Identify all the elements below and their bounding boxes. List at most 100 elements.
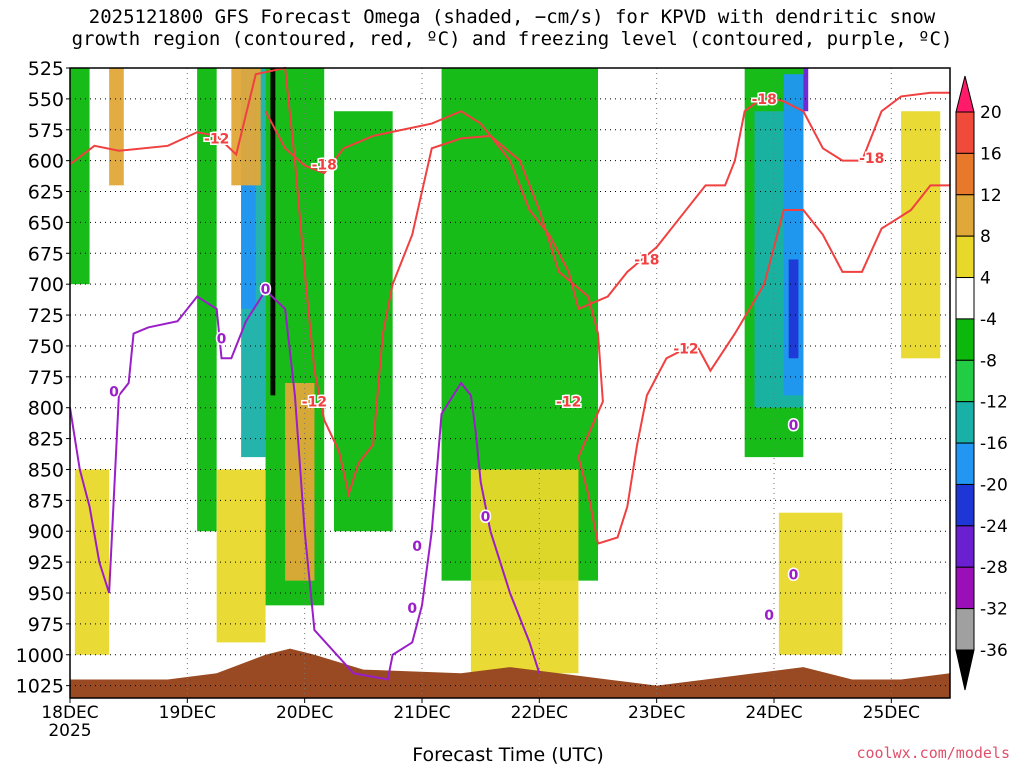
x-tick-2: 20DEC — [276, 703, 333, 723]
omega-region-20 — [231, 68, 261, 186]
colorbar-label-0: 20 — [980, 103, 1002, 123]
colorbar-label-5: -4 — [980, 310, 997, 330]
title-line-2: growth region (contoured, red, ºC) and f… — [71, 28, 953, 50]
colorbar-box-7 — [955, 401, 975, 444]
x-tick-4: 22DEC — [511, 703, 568, 723]
red-temperature-contours: -12 -12 -12 -12 -18 -18 -18 -18 — [69, 66, 950, 545]
y-tick-850: 850 — [28, 459, 64, 481]
red-contour-label-1-3: -18 — [859, 151, 884, 167]
colorbar-label-8: -16 — [980, 434, 1008, 454]
grid-lines — [69, 67, 950, 698]
freezing-level-contours: 0 0 0 0 0 0 0 0 0 — [69, 281, 800, 681]
y-tick-1000: 1000 — [16, 645, 64, 667]
colorbar-label-9: -20 — [980, 475, 1008, 495]
purple-contour-label-0-2: 0 — [217, 332, 227, 348]
omega-region-17 — [901, 111, 941, 359]
colorbar-label-11: -28 — [980, 558, 1008, 578]
colorbar-box-0 — [955, 111, 975, 154]
y-tick-650: 650 — [28, 212, 64, 234]
red-contour-label-1-2: -18 — [752, 92, 777, 108]
colorbar-label-13: -36 — [980, 641, 1008, 661]
omega-shading-layer — [70, 68, 941, 674]
omega-region-15 — [470, 469, 579, 674]
x-tick-year: 2025 — [48, 721, 91, 741]
y-tick-900: 900 — [28, 521, 64, 543]
colorbar-box-4 — [955, 277, 975, 320]
y-tick-625: 625 — [28, 182, 64, 204]
y-tick-825: 825 — [28, 429, 64, 451]
title-line-1: 2025121800 GFS Forecast Omega (shaded, −… — [88, 6, 936, 28]
red-contour-label-0-1: -12 — [302, 395, 327, 411]
red-contour-label-1-0: -18 — [312, 157, 337, 173]
y-tick-550: 550 — [28, 89, 64, 111]
purple-contour-label-0-8: 0 — [789, 567, 799, 583]
plot-frame — [69, 67, 951, 699]
y-axis: 525 550 575 600 625 650 675 700 725 750 775 800 825 8… — [16, 58, 70, 698]
y-tick-525: 525 — [28, 58, 64, 80]
omega-region-10 — [788, 259, 799, 359]
y-tick-700: 700 — [28, 274, 64, 296]
colorbar-label-6: -8 — [980, 351, 997, 371]
omega-region-14 — [216, 469, 266, 643]
colorbar-bottom-arrow — [955, 649, 975, 691]
x-axis: 18DEC 19DEC 20DEC 21DEC 22DEC 23DEC 24DEC 25DEC… — [41, 698, 920, 741]
purple-contour-line-0 — [69, 288, 541, 681]
purple-contour-label-0-7: 0 — [789, 418, 799, 434]
colorbar-label-10: -24 — [980, 517, 1008, 537]
omega-region-1 — [197, 68, 217, 532]
y-tick-725: 725 — [28, 305, 64, 327]
purple-contour-label-0-3: 0 — [412, 539, 422, 555]
omega-region-3 — [334, 111, 393, 532]
red-contour-line-0 — [69, 66, 950, 545]
red-contour-label-1-1: -18 — [634, 252, 659, 268]
purple-contour-label-0-5: 0 — [481, 509, 491, 525]
colorbar-label-7: -12 — [980, 393, 1008, 413]
colorbar-top-arrow — [955, 75, 975, 113]
y-tick-600: 600 — [28, 151, 64, 173]
purple-contour-label-0-1: 0 — [261, 282, 271, 298]
colorbar-box-10 — [955, 525, 975, 568]
colorbar-label-1: 16 — [980, 144, 1002, 164]
omega-region-11 — [803, 68, 809, 112]
colorbar-box-8 — [955, 442, 975, 485]
x-tick-7: 25DEC — [863, 703, 920, 723]
y-tick-750: 750 — [28, 336, 64, 358]
x-tick-6: 24DEC — [745, 703, 802, 723]
purple-contour-label-0-4: 0 — [407, 601, 417, 617]
y-tick-1025: 1025 — [16, 676, 64, 698]
omega-region-18 — [285, 383, 315, 581]
colorbar-box-3 — [955, 235, 975, 279]
colorbar-label-3: 8 — [980, 227, 991, 247]
colorbar-label-12: -32 — [980, 600, 1008, 620]
red-contour-label-0-0: -12 — [204, 131, 229, 147]
credit-link[interactable]: coolwx.com/models — [856, 744, 1010, 762]
red-contour-line-1 — [264, 91, 950, 311]
x-axis-label: Forecast Time (UTC) — [412, 744, 604, 766]
y-tick-675: 675 — [28, 243, 64, 265]
x-tick-1: 19DEC — [159, 703, 216, 723]
colorbar-box-5 — [955, 318, 975, 361]
colorbar-box-9 — [955, 483, 975, 527]
purple-contour-label-0-0: 0 — [109, 385, 119, 401]
omega-region-19 — [109, 68, 124, 186]
y-tick-950: 950 — [28, 583, 64, 605]
y-tick-775: 775 — [28, 367, 64, 389]
omega-region-16 — [778, 512, 843, 655]
colorbar-box-11 — [955, 566, 975, 610]
colorbar-box-2 — [955, 194, 975, 237]
x-tick-3: 21DEC — [393, 703, 450, 723]
y-tick-875: 875 — [28, 490, 64, 512]
y-tick-800: 800 — [28, 398, 64, 420]
chart-title: 2025121800 GFS Forecast Omega (shaded, −… — [0, 6, 1024, 50]
red-contour-label-0-3: -12 — [673, 341, 698, 357]
purple-contour-label-0-6: 0 — [764, 608, 774, 624]
y-tick-925: 925 — [28, 552, 64, 574]
colorbar-box-1 — [955, 152, 975, 196]
colorbar: 20 16 12 8 4 -4 -8 -12 -16 -20 -24 -28 -32 -36 — [955, 75, 1008, 691]
red-contour-label-0-2: -12 — [556, 395, 581, 411]
y-tick-575: 575 — [28, 120, 64, 142]
x-tick-5: 23DEC — [628, 703, 685, 723]
colorbar-label-2: 12 — [980, 186, 1002, 206]
omega-region-0 — [70, 68, 90, 285]
